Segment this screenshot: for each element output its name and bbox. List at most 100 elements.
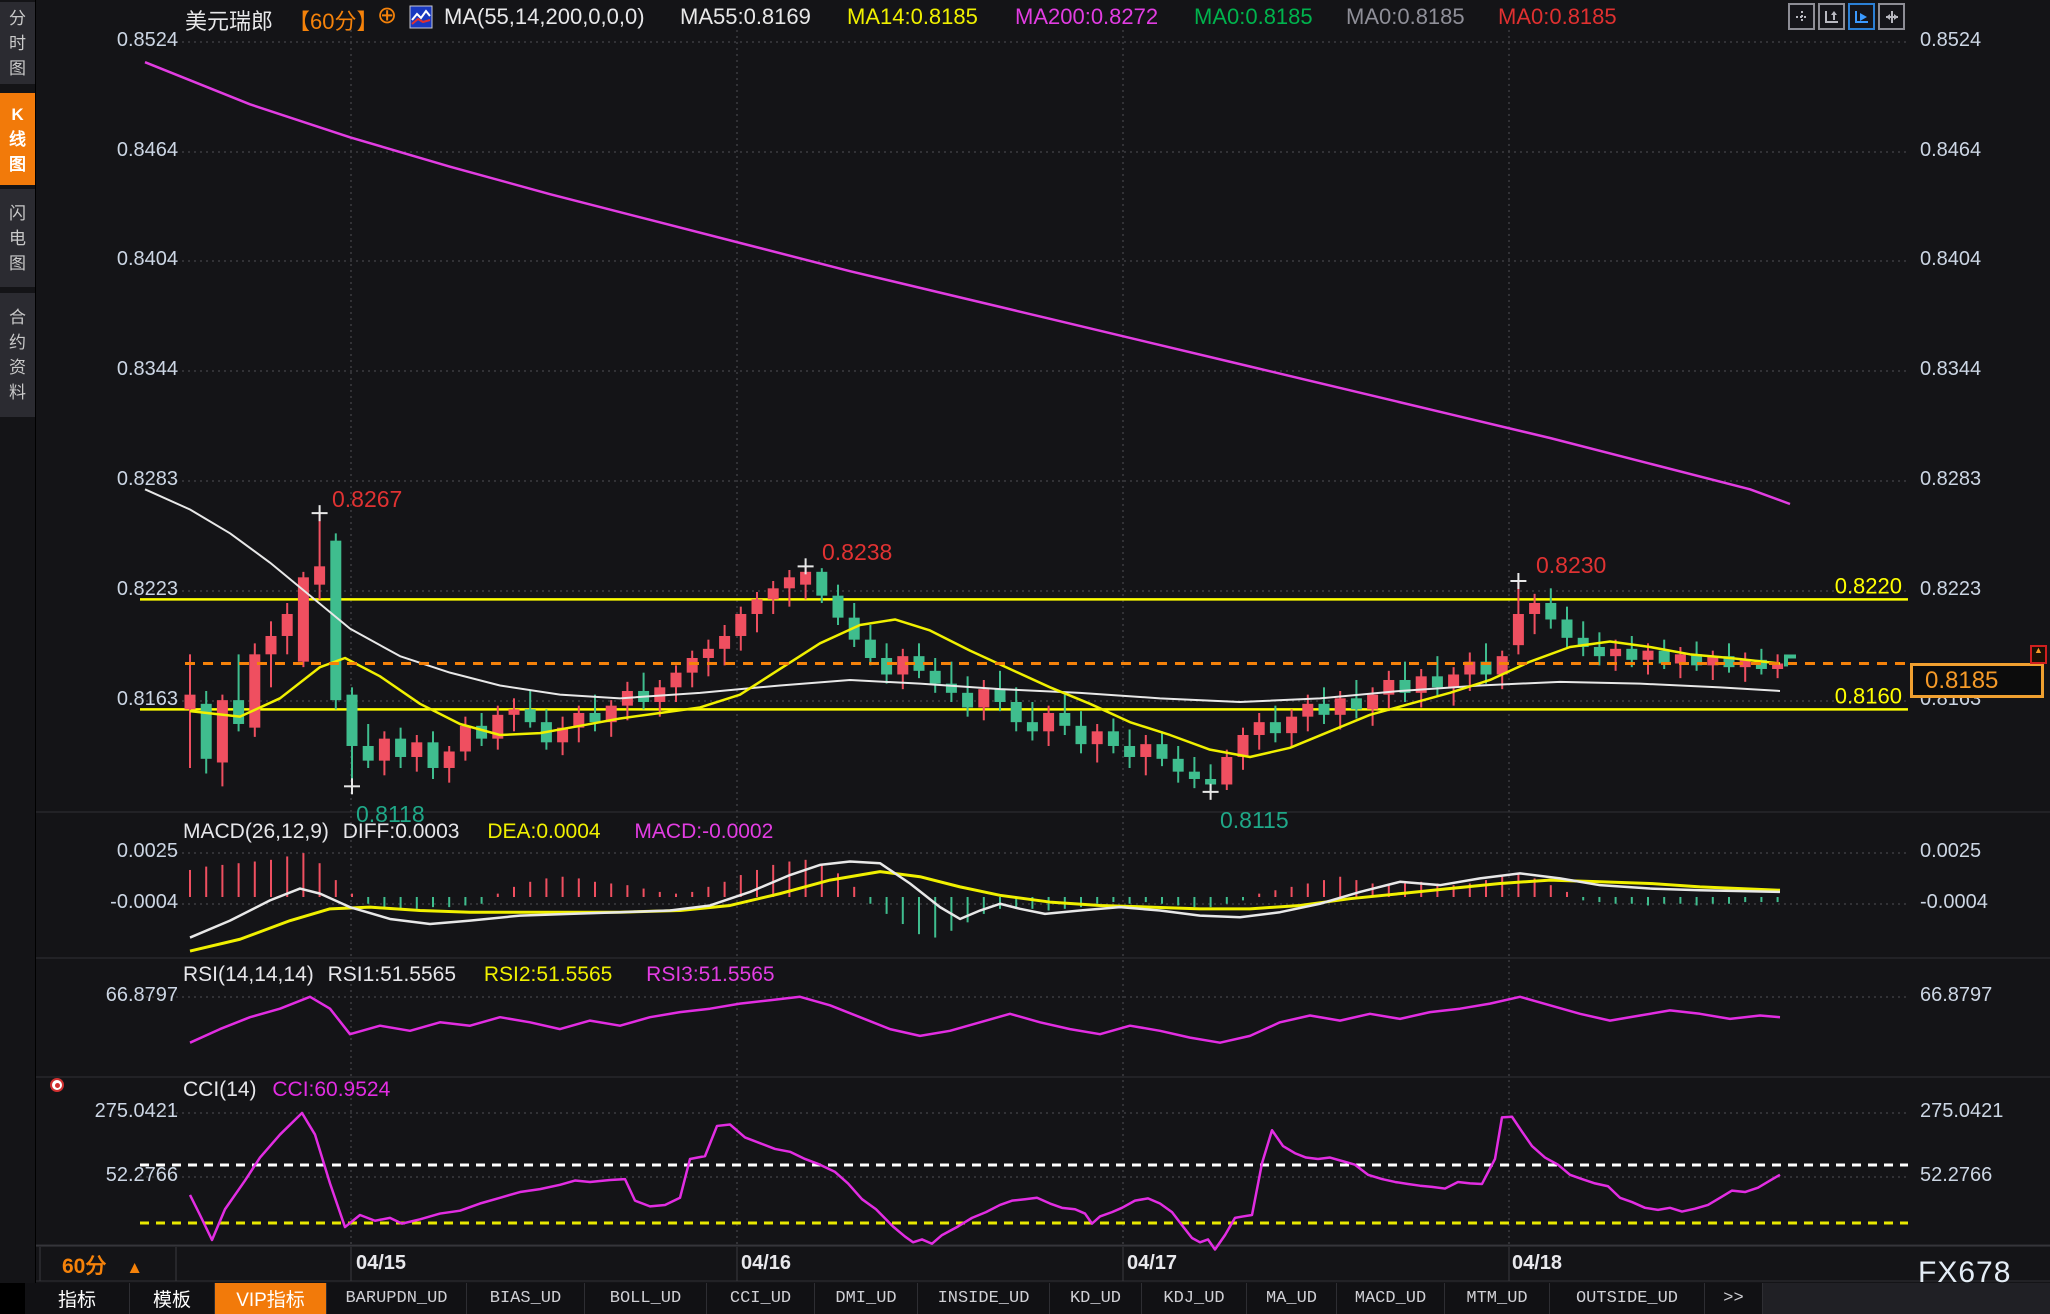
tab-ma-ud[interactable]: MA_UD — [1247, 1283, 1337, 1314]
axis-label-left: 275.0421 — [94, 1100, 178, 1122]
candle-body — [297, 577, 309, 662]
tab-kd-ud[interactable]: KD_UD — [1050, 1283, 1142, 1314]
axis-label-left: 0.8163 — [116, 688, 178, 710]
cci-line — [188, 1111, 1781, 1251]
ma14-line — [189, 618, 1781, 759]
candle-body — [1561, 619, 1573, 638]
candle-body — [1723, 656, 1735, 668]
candle-body — [1253, 722, 1265, 735]
candle-body — [1269, 722, 1281, 734]
rsi3-value: RSI3:51.5565 — [646, 963, 775, 986]
candle-body — [913, 656, 925, 671]
last-close-tick — [1784, 654, 1788, 667]
ma-header-value-1: MA14:0.8185 — [847, 4, 978, 29]
candle-body — [962, 692, 974, 708]
axis-label-left: 0.8524 — [116, 29, 178, 51]
axis-auto-icon[interactable] — [1848, 3, 1875, 30]
sidebar-item-1[interactable]: K 线 图 — [0, 93, 35, 185]
sidebar-item-2[interactable]: 闪 电 图 — [0, 189, 35, 287]
candle-body — [864, 639, 876, 658]
candle-body — [1577, 637, 1589, 647]
candle-body — [492, 714, 504, 739]
axis-label-left: 0.8404 — [116, 248, 178, 270]
sidebar-item-0[interactable]: 分 时 图 — [0, 2, 35, 84]
candle-body — [1350, 698, 1362, 710]
sidebar: 分 时 图 K 线 图闪 电 图合 约 资 料 — [0, 0, 36, 1314]
candle-body — [800, 571, 812, 585]
candle-body — [897, 656, 909, 675]
price-annotation: 0.8115 — [1220, 807, 1289, 833]
up-triangle-icon: ▲ — [126, 1258, 144, 1277]
candle-body — [573, 712, 585, 728]
candle-body — [1610, 648, 1622, 657]
candle-body — [1172, 758, 1184, 772]
candle-body — [1480, 661, 1492, 675]
tab-kdj-ud[interactable]: KDJ_UD — [1142, 1283, 1247, 1314]
candle-body — [1286, 716, 1298, 734]
candle-body — [751, 599, 763, 614]
crosshair-icon[interactable] — [1788, 3, 1815, 30]
candle-body — [1772, 663, 1784, 669]
macd-value: MACD:-0.0002 — [634, 820, 774, 843]
macd-diff-line — [189, 860, 1781, 939]
tab-boll-ud[interactable]: BOLL_UD — [585, 1283, 707, 1314]
candle-body — [265, 635, 277, 655]
period-label: 60分 — [62, 1255, 107, 1278]
candle-body — [1755, 659, 1767, 669]
kline-icon — [409, 5, 433, 29]
scroll-latest-button[interactable]: ▲ — [2030, 645, 2047, 664]
plus-circle-icon[interactable]: ⊕ — [377, 2, 398, 29]
candle-body — [233, 700, 245, 724]
candle-body — [881, 657, 893, 675]
tab-inside-ud[interactable]: INSIDE_UD — [918, 1283, 1050, 1314]
axis-label-right: 0.8464 — [1920, 139, 1982, 161]
ma-header-value-2: MA200:0.8272 — [1015, 4, 1159, 29]
candle-body — [1529, 602, 1541, 614]
candle-body — [1642, 650, 1654, 660]
candle-body — [524, 709, 536, 723]
tab-cci-ud[interactable]: CCI_UD — [707, 1283, 815, 1314]
tab-vip指标[interactable]: VIP指标 — [215, 1283, 327, 1314]
candle-body — [476, 725, 488, 739]
price-annotation: 0.8230 — [1536, 552, 1606, 578]
candle-body — [702, 648, 714, 658]
period-selector[interactable]: 60分 ▲ — [62, 1250, 143, 1280]
candle-body — [200, 703, 212, 759]
tab-mtm-ud[interactable]: MTM_UD — [1445, 1283, 1550, 1314]
period-badge[interactable]: 【60分】 — [288, 9, 379, 34]
tab-bias-ud[interactable]: BIAS_UD — [467, 1283, 585, 1314]
candle-body — [1658, 650, 1670, 664]
sidebar-item-3[interactable]: 合 约 资 料 — [0, 293, 35, 417]
ma-formula: MA(55,14,200,0,0,0) — [444, 4, 645, 29]
tab-macd-ud[interactable]: MACD_UD — [1337, 1283, 1445, 1314]
tab-outside-ud[interactable]: OUTSIDE_UD — [1550, 1283, 1705, 1314]
tab-dmi-ud[interactable]: DMI_UD — [815, 1283, 918, 1314]
axis-label-right: 52.2766 — [1920, 1164, 1993, 1186]
date-label: 04/17 — [1127, 1252, 1178, 1274]
candle-body — [783, 577, 795, 589]
candle-body — [1545, 602, 1557, 620]
axis-label-left: 52.2766 — [105, 1164, 178, 1186]
candle-body — [816, 571, 828, 596]
candle-body — [281, 613, 293, 636]
axis-label-left: 0.0025 — [116, 840, 178, 862]
axis-label-left: 0.8283 — [116, 468, 178, 490]
alert-dot-icon[interactable] — [50, 1078, 64, 1092]
candle-body — [346, 694, 358, 746]
axis-label-right: 66.8797 — [1920, 984, 1993, 1006]
candle-body — [1091, 731, 1103, 745]
axis-scale-icon[interactable] — [1818, 3, 1845, 30]
price-annotation: 0.8118 — [356, 801, 425, 827]
candle-body — [1593, 646, 1605, 657]
candle-body — [1707, 656, 1719, 666]
candle-body — [1156, 744, 1168, 759]
current-price-value: 0.8185 — [1925, 667, 1999, 694]
cci-title-row: CCI(14) CCI:60.9524 — [183, 1078, 390, 1102]
tab-barupdn-ud[interactable]: BARUPDN_UD — [327, 1283, 467, 1314]
tab-指标[interactable]: 指标 — [25, 1283, 130, 1314]
tab--[interactable]: >> — [1705, 1283, 1763, 1314]
tab-模板[interactable]: 模板 — [130, 1283, 215, 1314]
candle-body — [1124, 745, 1136, 757]
shift-right-icon[interactable] — [1878, 3, 1905, 30]
